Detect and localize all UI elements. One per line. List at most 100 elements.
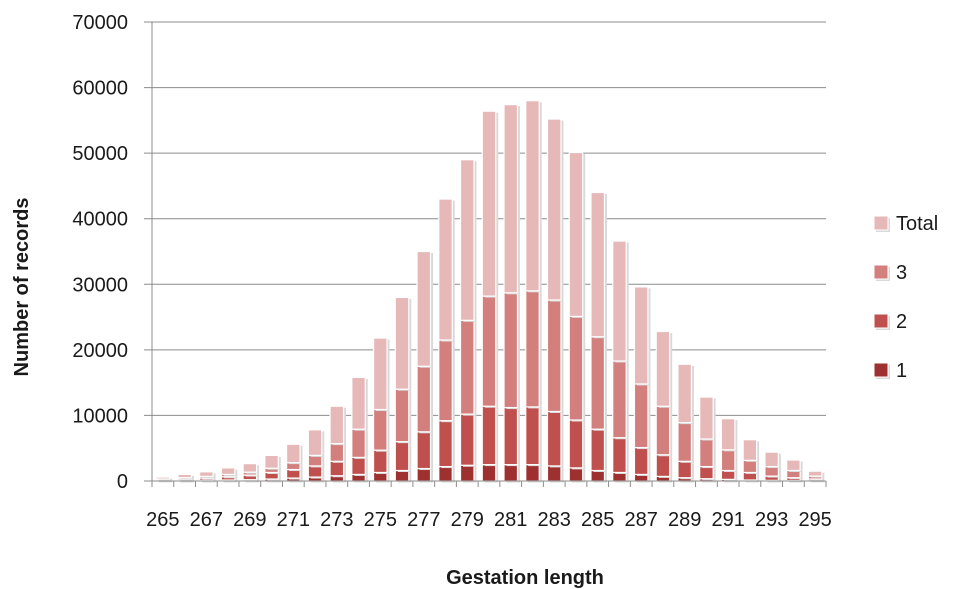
y-tick-label: 40000 [72, 209, 128, 231]
bar-segment-total [655, 330, 671, 407]
bar-segment-total [264, 454, 279, 469]
bar-segment-1 [525, 464, 540, 482]
bar-segment-total [199, 471, 214, 478]
bar-segment-1 [590, 469, 606, 482]
y-tick-label: 60000 [72, 78, 128, 100]
x-tick-label: 265 [146, 509, 179, 531]
bar-segment-2 [416, 431, 432, 470]
bar-segment-3 [720, 449, 736, 472]
x-tick-label: 291 [711, 509, 744, 531]
bar-shadow [245, 481, 260, 483]
bar-segment-3 [525, 290, 540, 408]
x-tick-label: 275 [364, 509, 397, 531]
bar-segment-total [786, 459, 801, 472]
bar-shadow [202, 477, 216, 480]
bar-segment-2 [568, 419, 584, 469]
bar-segment-total [807, 470, 823, 477]
legend-swatch-1 [873, 362, 889, 378]
bar-segment-3 [568, 315, 584, 421]
x-tick-label: 287 [625, 509, 658, 531]
bar-segment-total [285, 443, 301, 464]
bar-shadow [180, 479, 194, 481]
x-tick-label: 271 [277, 509, 310, 531]
bar-segment-3 [590, 336, 606, 430]
bar-segment-total [720, 418, 736, 451]
bar-segment-2 [546, 410, 562, 467]
bar-segment-total [568, 151, 584, 318]
x-tick-label: 293 [755, 509, 788, 531]
bar-segment-2 [459, 413, 475, 466]
bar-segment-3 [416, 365, 432, 433]
x-tick-label: 283 [538, 509, 571, 531]
legend-label-2: 2 [896, 311, 907, 333]
bar-shadow [202, 481, 216, 483]
bar-segment-3 [503, 292, 519, 409]
bar-segment-2 [329, 460, 345, 477]
bar-segment-3 [655, 405, 671, 456]
bar-segment-3 [546, 299, 562, 413]
y-tick-label: 70000 [72, 12, 128, 34]
bar-segment-total [177, 473, 192, 479]
bar-segment-1 [481, 464, 497, 482]
x-tick-label: 279 [451, 509, 484, 531]
bar-segment-2 [655, 454, 671, 478]
bar-segment-total [525, 100, 540, 292]
bar-segment-3 [372, 408, 388, 451]
bar-segment-3 [633, 383, 649, 449]
bar-segment-1 [568, 467, 584, 482]
bar-segment-total [416, 250, 432, 367]
bar-segment-1 [394, 469, 410, 482]
legend-label-total: Total [896, 213, 938, 235]
bar-segment-2 [438, 420, 453, 468]
bar-segment-1 [503, 464, 519, 482]
bar-segment-1 [546, 465, 562, 482]
bars [155, 100, 825, 483]
y-tick-label: 30000 [72, 274, 128, 296]
bar-segment-total [329, 405, 345, 445]
bar-segment-3 [699, 438, 714, 468]
bar-segment-2 [351, 456, 366, 476]
y-tick-label: 0 [117, 471, 128, 493]
bar-segment-total [503, 104, 519, 294]
bar-segment-total [438, 198, 453, 341]
bar-segment-total [242, 463, 258, 473]
x-tick-label: 267 [190, 509, 223, 531]
bar-segment-3 [677, 422, 693, 462]
y-tick-labels: 0 10000 20000 30000 40000 50000 60000 70000 [72, 12, 128, 493]
bar-segment-2 [677, 460, 693, 479]
bar-segment-total [220, 467, 236, 476]
bar-segment-total [590, 191, 606, 338]
bar-segment-total [699, 396, 714, 440]
bar-segment-total [742, 439, 758, 461]
bar-segment-2 [590, 428, 606, 472]
axes [151, 22, 826, 482]
bar-shadow [723, 480, 738, 483]
x-tick-label: 285 [581, 509, 614, 531]
bar-segment-1 [459, 464, 475, 482]
y-axis-title: Number of records [11, 198, 33, 377]
bar-segment-1 [416, 467, 432, 482]
bar-shadow [158, 481, 173, 483]
bar-segment-total [155, 476, 171, 480]
x-tick-label: 273 [320, 509, 353, 531]
bar-segment-1 [438, 465, 453, 482]
x-tick-labels: 265 267 269 271 273 275 277 279 281 283 285 287 289 2… [146, 481, 832, 531]
legend: Total 3 2 1 [873, 213, 938, 382]
bar-segment-2 [372, 449, 388, 474]
x-tick-label: 277 [407, 509, 440, 531]
bar-segment-2 [394, 441, 410, 472]
bar-segment-3 [459, 319, 475, 415]
y-tick-label: 10000 [72, 405, 128, 427]
bar-segment-3 [307, 454, 323, 467]
bar-segment-total [351, 376, 366, 430]
bar-segment-2 [503, 406, 519, 466]
x-tick-label: 295 [798, 509, 831, 531]
bar-segment-2 [481, 405, 497, 466]
bar-segment-total [307, 429, 323, 457]
legend-label-1: 1 [896, 360, 907, 382]
bar-segment-3 [394, 388, 410, 443]
bar-segment-total [764, 451, 779, 468]
x-axis-title: Gestation length [446, 567, 604, 589]
